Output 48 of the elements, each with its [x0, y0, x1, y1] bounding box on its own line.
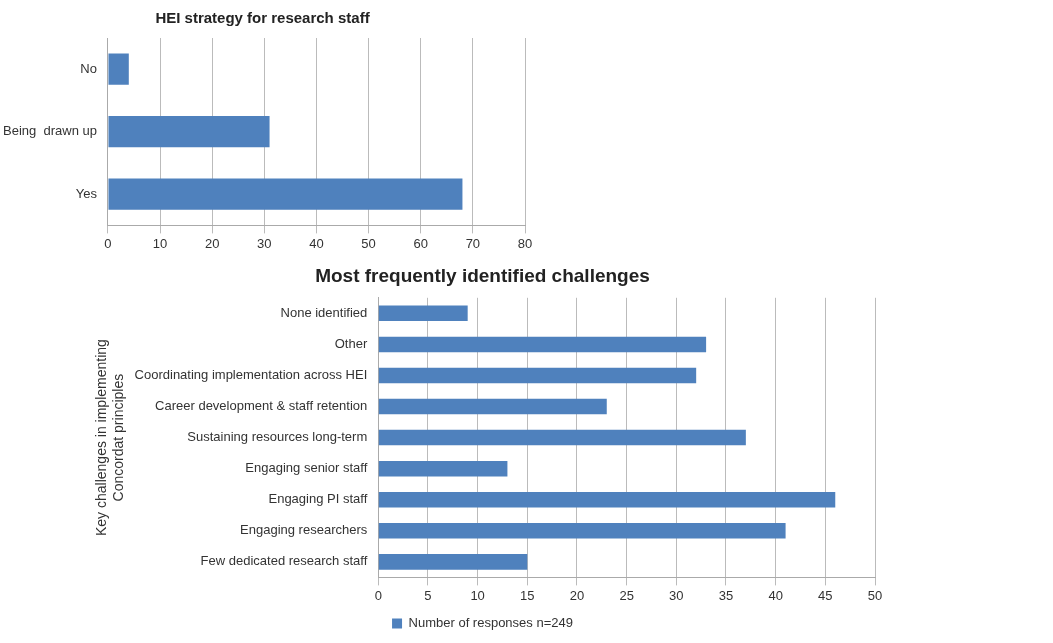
chart-title: HEI strategy for research staff [155, 9, 371, 27]
bar [378, 336, 707, 353]
bar [378, 367, 697, 384]
x-tick-label: 60 [413, 235, 428, 251]
x-tick-label: 70 [465, 235, 481, 251]
chart-title: Most frequently identified challenges [315, 264, 650, 286]
x-tick-label: 30 [257, 235, 272, 251]
bar [108, 116, 270, 148]
y-tick-label: Other [334, 335, 368, 351]
x-tick-label: 30 [669, 587, 684, 603]
y-tick-label: No [80, 60, 97, 76]
x-tick-label: 20 [569, 587, 585, 603]
x-tick-label: 20 [204, 235, 220, 251]
bar [108, 178, 463, 210]
x-tick-label: 80 [517, 235, 533, 251]
x-tick-label: 25 [619, 587, 634, 603]
y-axis-title: Key challenges in implementing Concordat principles [93, 339, 127, 537]
y-tick-label: Sustaining resources long-term [187, 429, 368, 445]
x-tick-label: 10 [470, 587, 485, 603]
bar [378, 398, 607, 415]
x-tick-label: 0 [374, 587, 382, 603]
y-tick-label: Career development & staff retention [155, 398, 368, 414]
y-tick-label: Engaging PI staff [268, 491, 368, 507]
y-tick-label: Being drawn up [3, 123, 97, 139]
bar [108, 53, 129, 85]
bar [378, 491, 836, 508]
x-tick-label: 45 [818, 587, 833, 603]
legend-label: Number of responses n=249 [408, 615, 573, 631]
bar [378, 460, 508, 477]
bar [378, 305, 468, 322]
y-tick-label: None identified [280, 304, 368, 320]
y-tick-label: Engaging senior staff [245, 460, 368, 476]
bar [378, 554, 528, 570]
x-tick-label: 15 [520, 587, 535, 603]
y-tick-label: Few dedicated research staff [200, 553, 368, 569]
x-tick-label: 0 [104, 235, 112, 251]
y-tick-label: Engaging researchers [240, 522, 368, 538]
x-tick-label: 50 [361, 235, 376, 251]
x-tick-label: 10 [152, 235, 168, 251]
x-tick-label: 35 [718, 587, 734, 603]
bar [378, 523, 786, 539]
x-tick-label: 5 [424, 587, 432, 603]
y-tick-label: Coordinating implementation across HEI [134, 367, 368, 383]
x-tick-label: 40 [309, 235, 324, 251]
y-tick-label: Yes [75, 185, 98, 201]
x-tick-label: 50 [867, 587, 883, 603]
bar [378, 429, 746, 446]
x-tick-label: 40 [768, 587, 783, 603]
